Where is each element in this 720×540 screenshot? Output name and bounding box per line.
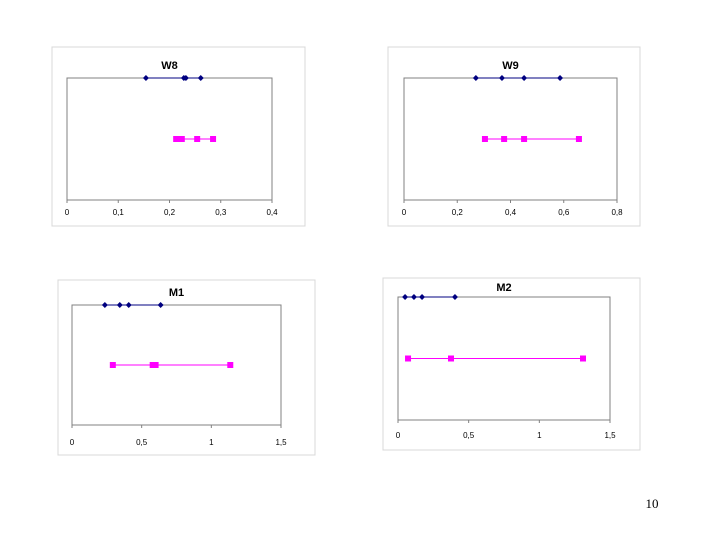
point (116, 302, 123, 308)
point (472, 75, 479, 81)
x-tick-label: 0,2 (164, 208, 176, 217)
point (501, 136, 508, 142)
chart: M2 0 0,5 1 1,5 (382, 277, 641, 451)
point (125, 302, 132, 308)
point (402, 294, 409, 300)
chart: W8 0 0,1 0,2 0,3 0,4 (51, 46, 306, 227)
point (521, 75, 528, 81)
point (197, 75, 204, 81)
point (410, 294, 417, 300)
chart-area (382, 277, 641, 451)
point (194, 136, 201, 142)
x-tick-label: 1 (537, 431, 542, 440)
x-tick-label: 0,2 (452, 208, 464, 217)
x-tick-label: 1,5 (275, 438, 287, 447)
point (182, 75, 189, 81)
x-tick-label: 0,8 (611, 208, 623, 217)
point (575, 136, 582, 142)
point (405, 355, 412, 362)
plot-area (71, 304, 282, 426)
point (109, 362, 116, 368)
chart-area (57, 279, 316, 456)
x-tick-label: 0,5 (136, 438, 148, 447)
x-tick-label: 0,3 (215, 208, 227, 217)
point (521, 136, 528, 142)
chart-area (387, 46, 641, 227)
point (557, 75, 564, 81)
chart-title: W9 (502, 60, 519, 72)
chart-title: M2 (496, 282, 511, 294)
point (152, 362, 159, 368)
point (101, 302, 108, 308)
point (448, 355, 454, 362)
point (498, 75, 505, 81)
point (173, 136, 180, 142)
x-tick-label: 1,5 (604, 431, 616, 440)
x-tick-label: 0,6 (558, 208, 570, 217)
x-tick-label: 0,5 (463, 431, 475, 440)
x-tick-label: 0,1 (113, 208, 125, 217)
x-tick-label: 0,4 (505, 208, 517, 217)
point (142, 75, 149, 81)
x-tick-label: 0 (402, 208, 407, 217)
chart-title: W8 (161, 60, 178, 72)
point (451, 294, 458, 300)
chart: W9 0 0,2 0,4 0,6 0,8 (387, 46, 641, 227)
chart-title: M1 (169, 287, 184, 299)
point (227, 362, 234, 368)
x-tick-label: 0 (396, 431, 401, 440)
point (178, 136, 185, 142)
plot-area (397, 296, 611, 421)
x-tick-label: 0 (70, 438, 75, 447)
x-tick-label: 1 (209, 438, 214, 447)
point (210, 136, 217, 142)
point (419, 294, 426, 300)
point (481, 136, 488, 142)
point (157, 302, 164, 308)
page-number: 10 (646, 496, 659, 511)
point (580, 355, 587, 362)
x-tick-label: 0,4 (266, 208, 278, 217)
chart: M1 0 0,5 1 1,5 (57, 279, 316, 456)
x-tick-label: 0 (65, 208, 70, 217)
